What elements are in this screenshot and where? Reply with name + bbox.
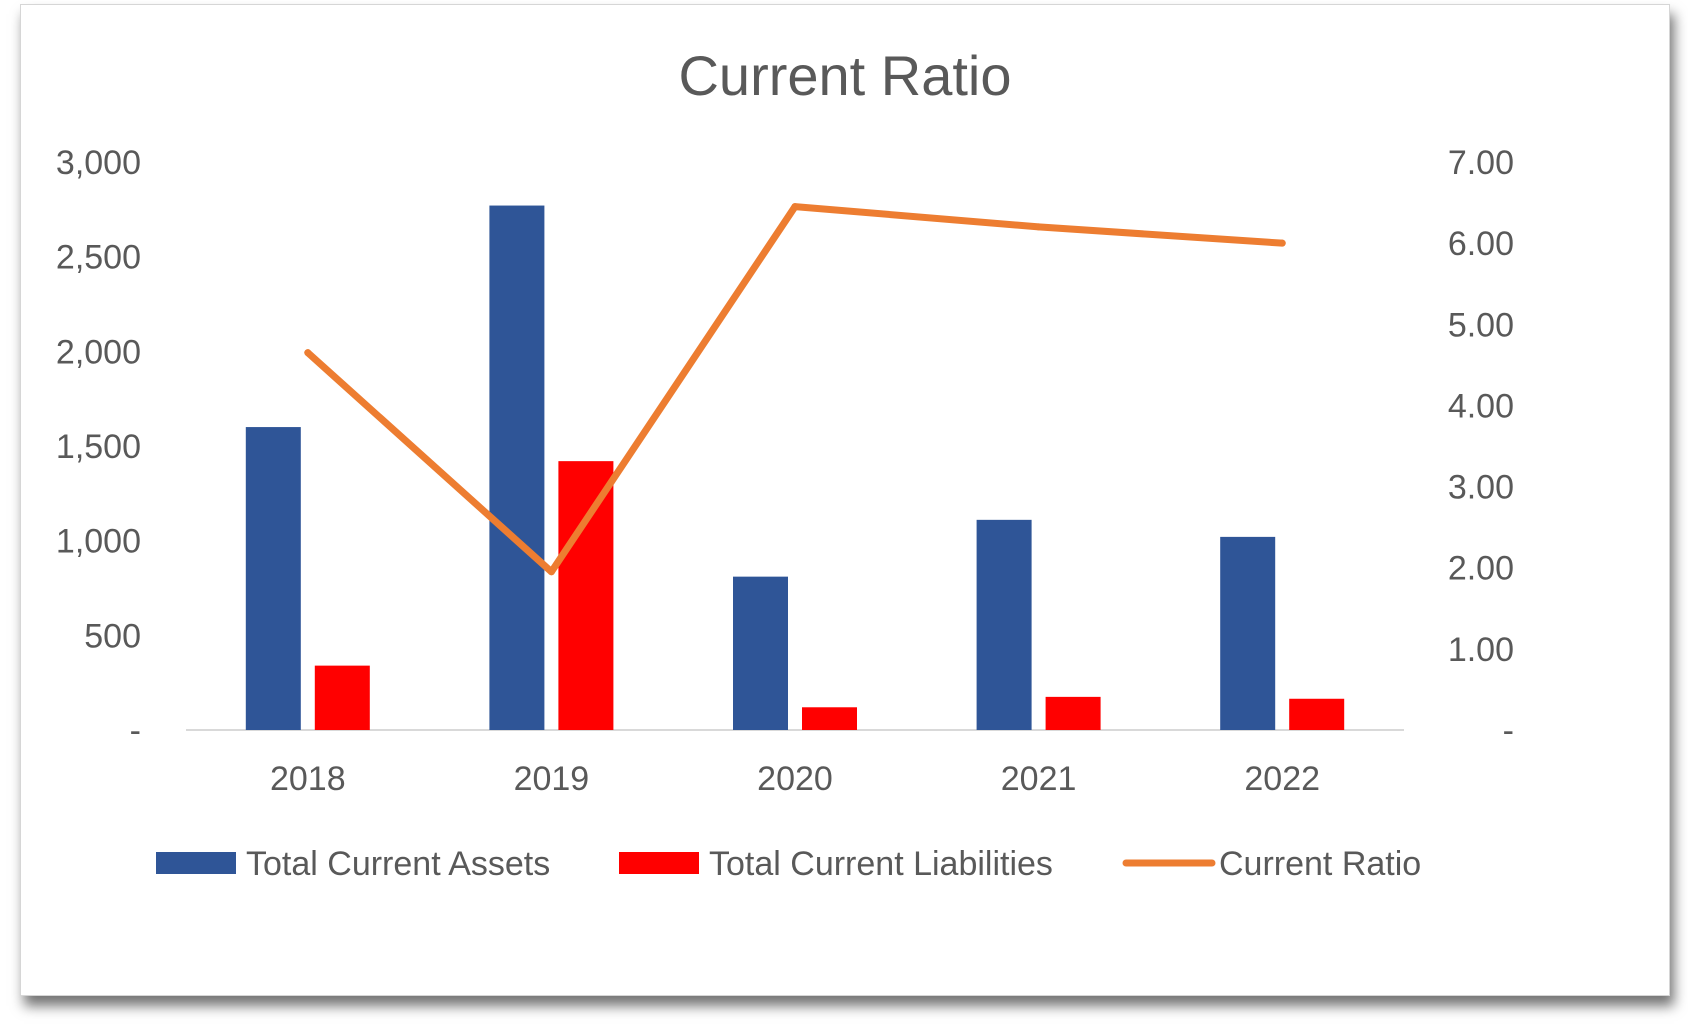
x-tick-label: 2019 [514, 760, 590, 798]
left-tick-label: 1,500 [56, 428, 141, 466]
legend-label: Total Current Liabilities [709, 845, 1053, 883]
x-tick-label: 2020 [757, 760, 833, 798]
bar-total-current-assets [733, 576, 788, 730]
chart-title: Current Ratio [678, 44, 1011, 107]
legend-swatch [156, 852, 236, 874]
bar-total-current-assets [489, 205, 545, 731]
x-tick-label: 2021 [1001, 760, 1077, 798]
legend-item: Total Current Assets [156, 845, 550, 883]
right-axis: - 1.00 2.00 3.00 4.00 5.00 6.00 7.00 [1448, 144, 1514, 750]
bar-total-current-assets [1220, 536, 1276, 730]
bar-total-current-liabilities [1289, 698, 1345, 730]
right-tick-label: 4.00 [1448, 387, 1514, 425]
line-point [1278, 239, 1286, 247]
ratio-line-group [304, 203, 1286, 576]
legend-label: Total Current Assets [246, 845, 550, 883]
line-point [1035, 223, 1043, 231]
bar-total-current-liabilities [802, 707, 857, 730]
bar-total-current-liabilities [314, 665, 370, 730]
bar-total-current-assets [976, 519, 1032, 730]
legend: Total Current Assets Total Current Liabil… [156, 845, 1421, 883]
right-tick-label: 1.00 [1448, 631, 1514, 669]
right-tick-label: 5.00 [1448, 306, 1514, 344]
x-tick-label: 2018 [270, 760, 346, 798]
left-tick-label: 500 [84, 617, 141, 655]
left-tick-label: - [130, 712, 141, 750]
right-tick-label: 2.00 [1448, 550, 1514, 588]
left-tick-label: 1,000 [56, 523, 141, 561]
chart: Current Ratio - 500 1,000 1,500 2,000 2,500 3,… [56, 44, 1514, 883]
legend-item: Current Ratio [1122, 845, 1421, 883]
legend-label: Current Ratio [1219, 845, 1421, 883]
x-tick-label: 2022 [1244, 760, 1320, 798]
line-point [547, 568, 555, 576]
left-axis: - 500 1,000 1,500 2,000 2,500 3,000 [56, 144, 141, 750]
left-tick-label: 3,000 [56, 144, 141, 182]
line-point [304, 349, 312, 357]
right-tick-label: 3.00 [1448, 469, 1514, 507]
right-tick-label: 7.00 [1448, 144, 1514, 182]
right-tick-label: 6.00 [1448, 225, 1514, 263]
x-axis: 2018 2019 2020 2021 2022 [270, 760, 1320, 798]
legend-item: Total Current Liabilities [619, 845, 1053, 883]
line-point [791, 203, 799, 211]
legend-swatch [619, 852, 699, 874]
chart-card: Current Ratio - 500 1,000 1,500 2,000 2,500 3,… [20, 4, 1670, 996]
right-tick-label: - [1503, 712, 1514, 750]
bars [245, 205, 1345, 731]
bar-total-current-liabilities [1045, 696, 1101, 730]
bar-total-current-assets [245, 427, 301, 730]
left-tick-label: 2,500 [56, 239, 141, 277]
left-tick-label: 2,000 [56, 333, 141, 371]
line-current-ratio [304, 203, 1286, 576]
bar-total-current-liabilities [558, 461, 614, 730]
